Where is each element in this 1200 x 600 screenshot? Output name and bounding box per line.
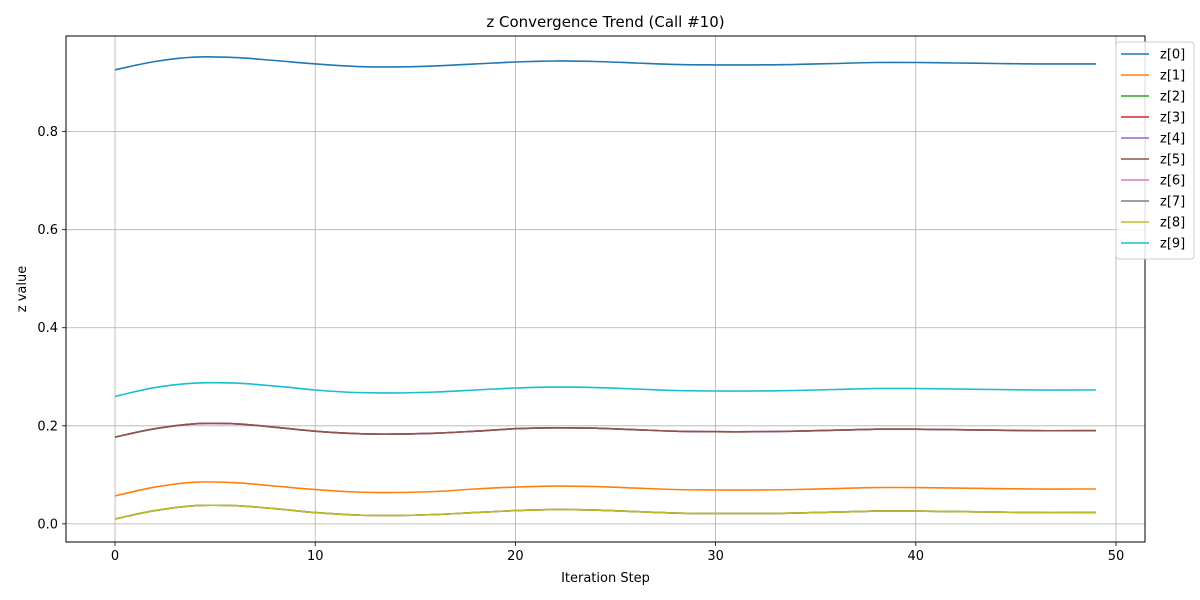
x-tick-label: 50 (1108, 549, 1125, 564)
series-line-z[1] (114, 481, 1096, 497)
axis-ticks: 0 10 20 30 40 50 0.0 0.2 0.4 0.6 0.8 (37, 125, 1124, 564)
x-tick-label: 30 (707, 549, 724, 564)
legend-label: z[8] (1160, 216, 1185, 231)
series-line-z[8] (114, 504, 1096, 520)
legend-label: z[3] (1160, 111, 1185, 126)
x-tick-label: 0 (111, 549, 119, 564)
legend-label: z[4] (1160, 132, 1185, 147)
grid (66, 36, 1145, 542)
y-tick-label: 0.8 (37, 125, 58, 140)
legend-label: z[6] (1160, 174, 1185, 189)
y-axis-label: z value (15, 266, 30, 312)
chart-title: z Convergence Trend (Call #10) (486, 13, 724, 31)
x-tick-label: 40 (908, 549, 925, 564)
legend-label: z[7] (1160, 195, 1185, 210)
y-tick-label: 0.4 (37, 321, 58, 336)
series-line-z[5] (114, 422, 1096, 438)
legend-label: z[5] (1160, 153, 1185, 168)
series-line-z[0] (114, 55, 1096, 71)
y-tick-label: 0.0 (37, 517, 58, 532)
x-tick-label: 20 (507, 549, 524, 564)
x-tick-label: 10 (307, 549, 324, 564)
x-axis-label: Iteration Step (561, 571, 650, 586)
legend: z[0] z[1] z[2] z[3] z[4] z[5] z[6] z[7] z[8] z[9] (1115, 41, 1195, 260)
legend-label: z[1] (1160, 69, 1185, 84)
legend-label: z[0] (1160, 48, 1185, 63)
plot-lines (114, 55, 1096, 520)
plot-frame (65, 35, 1146, 543)
legend-label: z[9] (1160, 237, 1185, 252)
y-tick-label: 0.2 (37, 419, 58, 434)
y-tick-label: 0.6 (37, 223, 58, 238)
legend-label: z[2] (1160, 90, 1185, 105)
series-line-z[9] (114, 381, 1096, 398)
